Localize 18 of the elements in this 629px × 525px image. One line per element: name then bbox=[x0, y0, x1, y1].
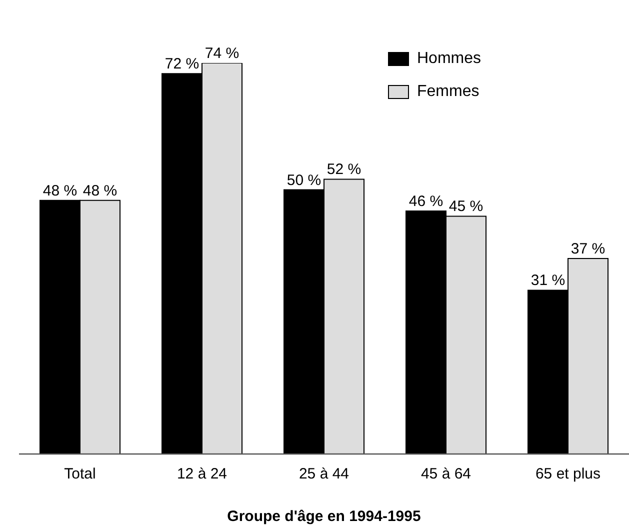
data-label: 48 % bbox=[42, 182, 78, 200]
data-label: 74 % bbox=[204, 45, 240, 62]
data-label: 37 % bbox=[570, 240, 606, 258]
data-label: 50 % bbox=[286, 172, 322, 189]
data-label: 52 % bbox=[326, 161, 362, 178]
x-tick-label: 65 et plus bbox=[535, 466, 601, 483]
x-tick-label: Total bbox=[64, 466, 96, 483]
x-axis-title: Groupe d'âge en 1994-1995 bbox=[227, 508, 421, 525]
x-tick-label: 25 à 44 bbox=[298, 466, 350, 483]
data-label: 72 % bbox=[164, 56, 200, 73]
legend-label: Femmes bbox=[417, 82, 480, 100]
x-tick-label: 45 à 64 bbox=[420, 466, 472, 483]
data-label: 45 % bbox=[448, 198, 484, 216]
data-label: 48 % bbox=[82, 182, 118, 200]
data-label: 46 % bbox=[408, 192, 444, 210]
x-tick-label: 12 à 24 bbox=[176, 466, 228, 483]
data-label: 31 % bbox=[530, 272, 566, 290]
legend-label: Hommes bbox=[417, 50, 482, 68]
